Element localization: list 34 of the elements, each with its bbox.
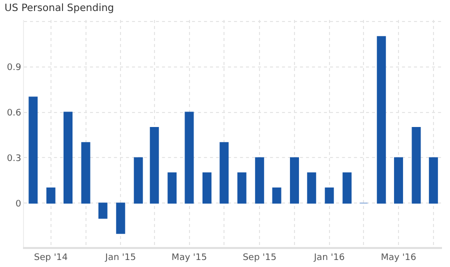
bar	[134, 157, 143, 204]
bar	[28, 96, 38, 204]
x-tick-label: Sep '14	[34, 252, 68, 263]
y-tick-label: 0.6	[6, 108, 22, 118]
bar	[237, 172, 246, 204]
bar	[98, 202, 108, 219]
bar	[376, 36, 386, 204]
bar	[255, 157, 264, 204]
bar	[290, 157, 299, 204]
bar	[116, 202, 126, 234]
x-tick-label: Sep '15	[242, 252, 276, 263]
bar	[342, 172, 352, 204]
bar	[168, 172, 177, 204]
bar	[64, 112, 73, 204]
x-tick-label: Jan '15	[104, 252, 136, 263]
bar	[307, 172, 316, 204]
bar	[394, 157, 404, 204]
x-tick-label: May '16	[380, 252, 417, 263]
x-tick-label: May '15	[172, 252, 207, 263]
bar	[428, 157, 438, 204]
y-tick-label: 0	[15, 199, 22, 210]
bar	[81, 142, 90, 204]
bar	[46, 187, 56, 204]
bar	[220, 142, 229, 204]
bar	[202, 172, 212, 204]
bar	[184, 112, 194, 204]
bar	[272, 187, 282, 204]
bar	[324, 187, 334, 204]
y-tick-label: 0.3	[6, 154, 22, 164]
bar	[150, 126, 159, 204]
y-tick-label: 0.9	[6, 63, 22, 74]
chart-title: US Personal Spending	[4, 3, 114, 14]
bar	[412, 126, 421, 204]
x-tick-label: Jan '16	[313, 252, 345, 263]
